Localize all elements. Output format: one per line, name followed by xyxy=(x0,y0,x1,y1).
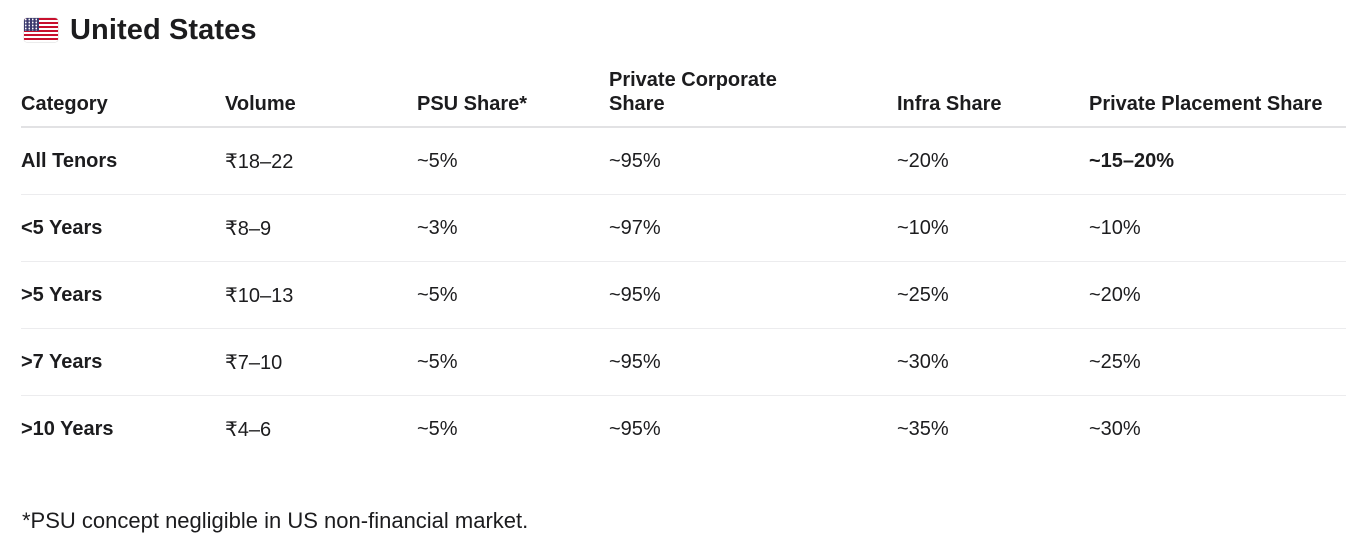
private-corporate-share-cell: ~97% xyxy=(609,194,897,262)
infra-share-cell: ~30% xyxy=(897,328,1089,396)
private-corporate-share-cell: ~95% xyxy=(609,328,897,396)
table-row: >5 Years ₹10–13 ~5% ~95% ~25% ~20% xyxy=(21,261,1346,329)
private-corporate-share-cell: ~95% xyxy=(609,417,661,440)
data-table: Category Volume PSU Share* Private Corpo… xyxy=(21,62,1346,462)
page-header: United States xyxy=(24,10,257,50)
table-row: >7 Years ₹7–10 ~5% ~95% ~30% ~25% xyxy=(21,328,1346,396)
private-corporate-share-cell: ~95% xyxy=(609,261,897,329)
table-row: All Tenors ₹18–22 ~5% ~95% ~20% ~15–20% xyxy=(21,127,1346,195)
column-header-psu-share: PSU Share* xyxy=(417,62,609,128)
private-placement-share-cell: ~30% xyxy=(1089,417,1141,440)
us-flag-icon xyxy=(24,18,58,42)
table-header-row: Category Volume PSU Share* Private Corpo… xyxy=(21,62,1346,128)
psu-share-cell: ~5% xyxy=(417,328,609,396)
volume-cell: ₹8–9 xyxy=(225,194,417,262)
table-row: >10 Years ₹4–6 ~5% ~95% ~35% ~30% xyxy=(21,396,1346,463)
infra-share-cell: ~35% xyxy=(897,417,949,440)
volume-cell: ₹10–13 xyxy=(225,261,417,329)
volume-cell: ₹7–10 xyxy=(225,328,417,396)
psu-share-cell: ~5% xyxy=(417,127,609,195)
column-header-private-placement-share: Private Placement Share xyxy=(1089,62,1346,128)
page-title: United States xyxy=(70,13,257,46)
volume-cell: ₹4–6 xyxy=(225,418,272,441)
category-cell: >10 Years xyxy=(21,417,114,440)
private-placement-share-cell: ~20% xyxy=(1089,261,1346,329)
psu-share-cell: ~5% xyxy=(417,261,609,329)
psu-share-cell: ~5% xyxy=(417,417,458,440)
column-header-volume: Volume xyxy=(225,62,417,128)
category-cell: <5 Years xyxy=(21,194,225,262)
private-corporate-share-cell: ~95% xyxy=(609,127,897,195)
private-placement-share-cell: ~15–20% xyxy=(1089,127,1346,195)
footnote: *PSU concept negligible in US non-financ… xyxy=(22,508,529,533)
category-cell: >5 Years xyxy=(21,261,225,329)
infra-share-cell: ~10% xyxy=(897,194,1089,262)
private-placement-share-cell: ~10% xyxy=(1089,194,1346,262)
infra-share-cell: ~25% xyxy=(897,261,1089,329)
infra-share-cell: ~20% xyxy=(897,127,1089,195)
table-row: <5 Years ₹8–9 ~3% ~97% ~10% ~10% xyxy=(21,194,1346,262)
private-placement-share-cell: ~25% xyxy=(1089,328,1346,396)
column-header-infra-share: Infra Share xyxy=(897,62,1089,128)
volume-cell: ₹18–22 xyxy=(225,127,417,195)
category-cell: All Tenors xyxy=(21,127,225,195)
column-header-private-corporate-share: Private Corporate Share xyxy=(609,62,897,128)
category-cell: >7 Years xyxy=(21,328,225,396)
column-header-category: Category xyxy=(21,62,225,128)
psu-share-cell: ~3% xyxy=(417,194,609,262)
